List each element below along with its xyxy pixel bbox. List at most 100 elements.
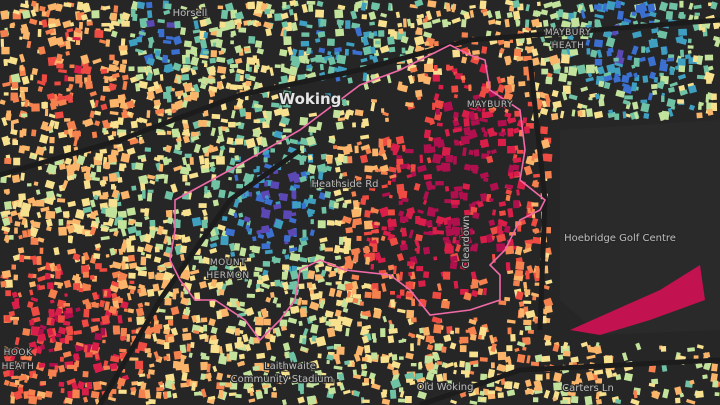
road-label: Cleardown: [461, 216, 472, 269]
building: [81, 65, 92, 75]
building: [89, 110, 95, 119]
building: [193, 143, 202, 154]
building: [40, 206, 50, 213]
building: [606, 0, 616, 11]
building: [309, 229, 315, 237]
building: [269, 67, 275, 77]
building: [326, 155, 333, 165]
building: [388, 46, 396, 53]
building: [54, 281, 64, 287]
building: [478, 278, 488, 286]
building: [278, 102, 284, 111]
building: [506, 184, 514, 189]
building: [122, 80, 128, 91]
building: [19, 53, 26, 63]
building: [361, 356, 368, 362]
building: [209, 166, 216, 173]
building: [207, 144, 214, 153]
building: [414, 247, 420, 253]
building: [209, 242, 218, 249]
building: [111, 72, 120, 79]
building: [679, 392, 685, 398]
building: [595, 391, 600, 400]
building: [388, 194, 393, 199]
building: [469, 111, 476, 121]
building: [299, 175, 308, 183]
building: [192, 66, 198, 70]
building: [89, 274, 95, 281]
building: [399, 271, 404, 281]
building: [134, 348, 140, 354]
building: [35, 189, 41, 195]
building: [261, 362, 272, 373]
building: [99, 381, 107, 386]
building: [433, 136, 443, 147]
building: [712, 35, 720, 42]
building: [656, 31, 664, 36]
building: [63, 302, 71, 307]
building: [374, 221, 381, 226]
building: [170, 383, 176, 391]
building: [30, 306, 41, 317]
building: [94, 29, 104, 38]
building: [302, 270, 310, 280]
building: [170, 306, 180, 316]
building: [337, 117, 346, 122]
building: [146, 10, 153, 19]
building: [614, 113, 620, 120]
building: [587, 72, 593, 78]
building: [497, 225, 503, 234]
building: [91, 302, 100, 309]
building: [345, 226, 353, 234]
building: [3, 234, 10, 242]
building: [390, 142, 401, 153]
building: [382, 389, 388, 395]
building: [117, 210, 127, 219]
building: [369, 21, 376, 26]
building: [209, 161, 216, 168]
building: [92, 252, 101, 260]
building: [102, 127, 107, 133]
building: [146, 57, 156, 66]
building: [94, 110, 102, 116]
building: [517, 225, 522, 232]
building: [253, 119, 261, 123]
building: [44, 197, 55, 206]
building: [515, 261, 525, 271]
building: [146, 352, 152, 358]
building: [436, 283, 442, 292]
building: [486, 155, 494, 164]
building: [342, 145, 350, 156]
building: [216, 156, 225, 165]
building: [103, 365, 111, 371]
building: [659, 72, 664, 77]
building: [245, 224, 251, 232]
building: [47, 2, 58, 12]
building: [523, 126, 530, 134]
building: [64, 157, 73, 166]
building: [92, 381, 102, 391]
building: [28, 281, 37, 288]
building: [353, 353, 361, 362]
building: [136, 316, 146, 326]
building: [416, 164, 427, 173]
building: [245, 307, 255, 317]
building: [459, 336, 469, 344]
building: [543, 297, 554, 308]
building: [208, 395, 216, 401]
building: [564, 66, 569, 73]
building: [200, 373, 206, 381]
building: [483, 177, 489, 182]
building: [434, 343, 444, 351]
building: [585, 108, 593, 118]
building: [461, 32, 469, 38]
building: [72, 353, 80, 361]
building: [73, 330, 83, 336]
building: [426, 344, 434, 351]
building: [279, 319, 288, 327]
building: [210, 127, 216, 137]
place-label: Laithwaite: [264, 361, 316, 372]
building: [541, 100, 548, 108]
building: [64, 118, 71, 122]
building: [644, 46, 651, 54]
